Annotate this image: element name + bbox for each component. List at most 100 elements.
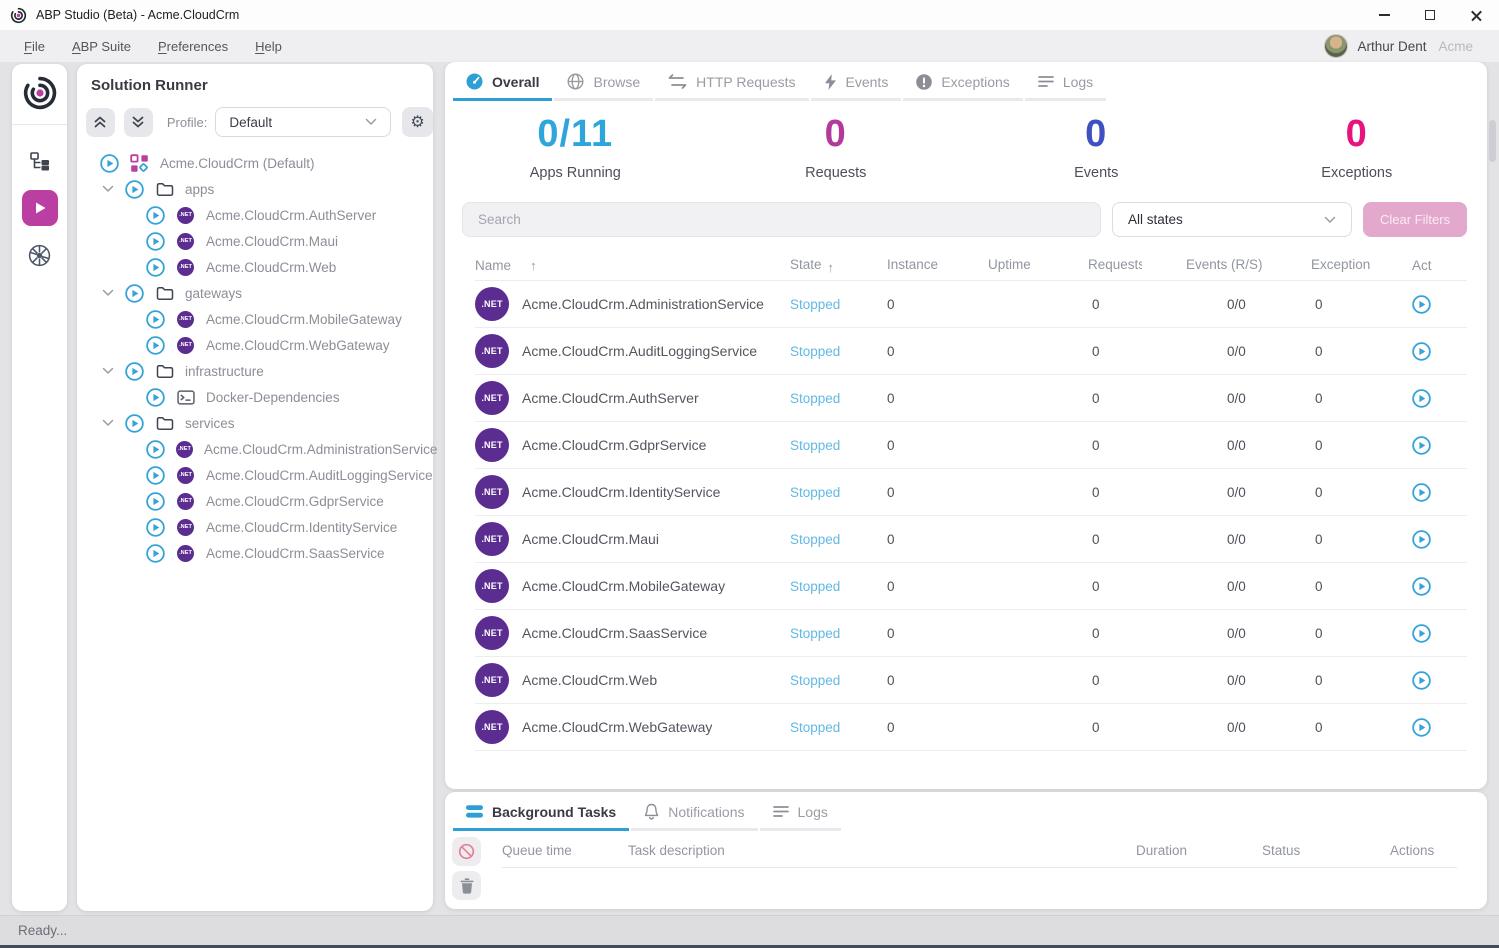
chevron-down-icon[interactable] <box>101 419 115 427</box>
scrollbar[interactable] <box>1489 120 1496 162</box>
start-app-button[interactable] <box>1412 435 1431 455</box>
profile-select[interactable]: Default <box>215 107 392 137</box>
play-circle-icon[interactable] <box>146 205 165 225</box>
cancel-tasks-button[interactable] <box>452 837 481 866</box>
menu-items: File ABP Suite Preferences Help <box>24 39 309 54</box>
tree-folder-apps[interactable]: apps <box>77 176 433 202</box>
table-row[interactable]: .NET Acme.CloudCrm.GdprService Stopped 0… <box>475 422 1467 469</box>
tab-browse[interactable]: Browse <box>554 62 654 101</box>
close-button[interactable] <box>1453 0 1499 30</box>
column-header-events-r-s[interactable]: Events (R/S) <box>1186 256 1263 272</box>
play-circle-icon[interactable] <box>146 465 165 485</box>
start-app-button[interactable] <box>1412 717 1431 737</box>
runner-settings-button[interactable]: ⚙ <box>402 107 433 137</box>
table-row[interactable]: .NET Acme.CloudCrm.WebGateway Stopped 0 … <box>475 704 1467 751</box>
start-app-button[interactable] <box>1412 482 1431 502</box>
play-circle-icon[interactable] <box>146 231 165 251</box>
app-name: Acme.CloudCrm.AdministrationService <box>522 296 764 312</box>
start-app-button[interactable] <box>1412 623 1431 643</box>
solution-runner-button[interactable] <box>21 190 58 226</box>
play-circle-icon[interactable] <box>125 413 144 433</box>
tab-logs[interactable]: Logs <box>759 792 841 831</box>
minimize-button[interactable] <box>1361 0 1407 30</box>
table-row[interactable]: .NET Acme.CloudCrm.AuditLoggingService S… <box>475 328 1467 375</box>
play-circle-icon[interactable] <box>146 543 165 563</box>
clear-tasks-button[interactable] <box>452 871 481 900</box>
tree-folder-services[interactable]: services <box>77 410 433 436</box>
play-circle-icon[interactable] <box>146 439 165 459</box>
tab-events[interactable]: Events <box>810 62 902 101</box>
chevron-down-icon[interactable] <box>101 289 115 297</box>
tree-item-acme-cloudcrm-webgateway[interactable]: .NET Acme.CloudCrm.WebGateway <box>77 332 433 358</box>
start-app-button[interactable] <box>1412 341 1431 361</box>
start-app-button[interactable] <box>1412 529 1431 549</box>
play-circle-icon[interactable] <box>146 387 165 407</box>
start-app-button[interactable] <box>1412 294 1431 314</box>
menu-item-file[interactable]: File <box>24 38 45 54</box>
solution-explorer-button[interactable] <box>22 143 58 179</box>
column-header-state[interactable]: State ↑ <box>790 256 835 275</box>
grid-icon <box>130 153 149 173</box>
expand-all-button[interactable] <box>123 107 153 137</box>
menu-item-abp-suite[interactable]: ABP Suite <box>71 38 131 54</box>
play-circle-icon[interactable] <box>146 257 165 277</box>
tree-item-acme-cloudcrm-default[interactable]: Acme.CloudCrm (Default) <box>77 150 433 176</box>
tree-item-acme-cloudcrm-authserver[interactable]: .NET Acme.CloudCrm.AuthServer <box>77 202 433 228</box>
column-header-act[interactable]: Act <box>1412 258 1432 273</box>
chevron-down-icon[interactable] <box>101 367 115 375</box>
state-filter-select[interactable]: All states <box>1112 202 1352 237</box>
play-circle-icon[interactable] <box>146 335 165 355</box>
table-row[interactable]: .NET Acme.CloudCrm.MobileGateway Stopped… <box>475 563 1467 610</box>
tab-http-requests[interactable]: HTTP Requests <box>655 62 809 101</box>
tree-item-acme-cloudcrm-auditloggingservice[interactable]: .NET Acme.CloudCrm.AuditLoggingService <box>77 462 433 488</box>
table-row[interactable]: .NET Acme.CloudCrm.Maui Stopped 0 0 0/0 … <box>475 516 1467 563</box>
column-header-uptime[interactable]: Uptime <box>988 256 1031 272</box>
abp-logo-icon[interactable] <box>22 75 58 111</box>
start-app-button[interactable] <box>1412 576 1431 596</box>
clear-filters-button[interactable]: Clear Filters <box>1363 202 1467 237</box>
play-circle-icon[interactable] <box>100 153 119 173</box>
start-app-button[interactable] <box>1412 670 1431 690</box>
tree-item-acme-cloudcrm-maui[interactable]: .NET Acme.CloudCrm.Maui <box>77 228 433 254</box>
dotnet-icon: .NET <box>475 663 509 697</box>
table-row[interactable]: .NET Acme.CloudCrm.AuthServer Stopped 0 … <box>475 375 1467 422</box>
play-circle-icon[interactable] <box>125 283 144 303</box>
tab-logs[interactable]: Logs <box>1024 62 1107 101</box>
tree-item-acme-cloudcrm-identityservice[interactable]: .NET Acme.CloudCrm.IdentityService <box>77 514 433 540</box>
play-circle-icon[interactable] <box>146 517 165 537</box>
tree-item-acme-cloudcrm-mobilegateway[interactable]: .NET Acme.CloudCrm.MobileGateway <box>77 306 433 332</box>
play-circle-icon[interactable] <box>125 179 144 199</box>
play-circle-icon[interactable] <box>125 361 144 381</box>
tab-exceptions[interactable]: Exceptions <box>903 62 1023 101</box>
tree-item-acme-cloudcrm-administrationservice[interactable]: .NET Acme.CloudCrm.AdministrationService <box>77 436 437 462</box>
search-input[interactable] <box>462 202 1101 237</box>
table-row[interactable]: .NET Acme.CloudCrm.IdentityService Stopp… <box>475 469 1467 516</box>
column-header-name[interactable]: Name ↑ <box>475 258 537 273</box>
tree-folder-gateways[interactable]: gateways <box>77 280 433 306</box>
tree-folder-infrastructure[interactable]: infrastructure <box>77 358 433 384</box>
start-app-button[interactable] <box>1412 388 1431 408</box>
play-circle-icon[interactable] <box>146 491 165 511</box>
collapse-all-button[interactable] <box>86 107 115 137</box>
table-row[interactable]: .NET Acme.CloudCrm.AdministrationService… <box>475 281 1467 328</box>
tab-background-tasks[interactable]: Background Tasks <box>453 792 630 831</box>
table-row[interactable]: .NET Acme.CloudCrm.Web Stopped 0 0 0/0 0 <box>475 657 1467 704</box>
play-circle-icon[interactable] <box>146 309 165 329</box>
menu-item-help[interactable]: Help <box>255 38 282 54</box>
maximize-button[interactable] <box>1407 0 1453 30</box>
menu-item-preferences[interactable]: Preferences <box>158 38 229 54</box>
tree-item-acme-cloudcrm-saasservice[interactable]: .NET Acme.CloudCrm.SaasService <box>77 540 433 566</box>
column-header-instance[interactable]: Instance <box>887 256 939 272</box>
chevron-down-icon[interactable] <box>101 185 115 193</box>
user-area[interactable]: Arthur Dent Acme <box>1324 34 1473 58</box>
tab-overall[interactable]: Overall <box>453 62 553 101</box>
tree-item-docker-dependencies[interactable]: Docker-Dependencies <box>77 384 433 410</box>
column-header-requests[interactable]: Requests <box>1088 256 1142 272</box>
column-header-exception[interactable]: Exception <box>1311 256 1370 272</box>
tab-notifications[interactable]: Notifications <box>631 792 758 831</box>
table-row[interactable]: .NET Acme.CloudCrm.SaasService Stopped 0… <box>475 610 1467 657</box>
kubernetes-button[interactable] <box>22 237 58 273</box>
tree-item-acme-cloudcrm-gdprservice[interactable]: .NET Acme.CloudCrm.GdprService <box>77 488 433 514</box>
tree-item-label: apps <box>185 181 215 197</box>
tree-item-acme-cloudcrm-web[interactable]: .NET Acme.CloudCrm.Web <box>77 254 433 280</box>
